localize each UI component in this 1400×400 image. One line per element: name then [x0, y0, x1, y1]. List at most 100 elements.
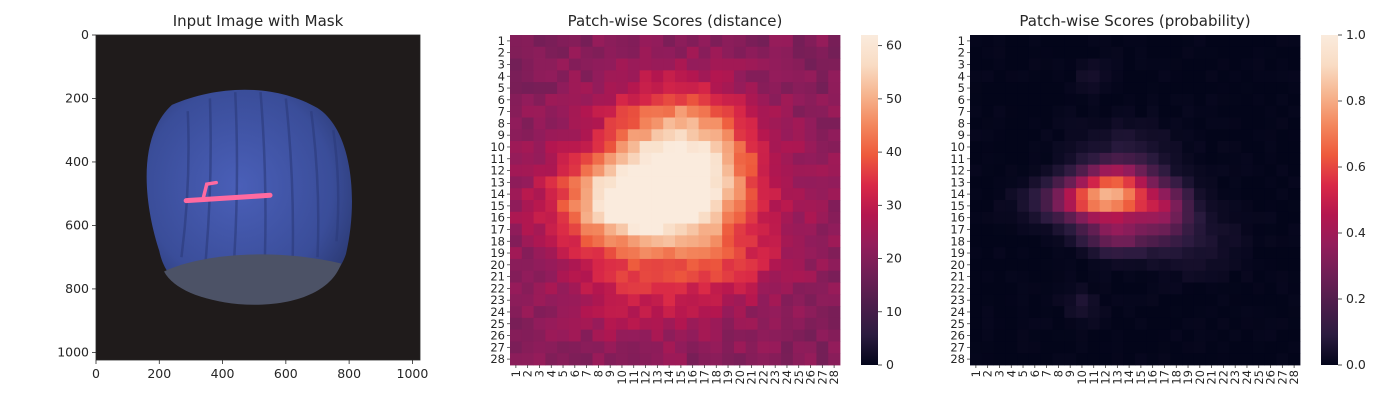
heatmap-cell — [1229, 129, 1242, 142]
y-tick-label: 4 — [498, 69, 505, 83]
heatmap-cell — [580, 117, 593, 130]
heatmap-cell — [675, 211, 688, 224]
heatmap-cell — [1252, 200, 1266, 213]
heatmap-cell — [710, 317, 723, 331]
x-tick-label: 28 — [827, 370, 841, 385]
heatmap-cell — [698, 235, 711, 248]
heatmap-cell — [804, 329, 817, 342]
heatmap-cell — [545, 35, 558, 48]
heatmap-cell — [1182, 176, 1195, 189]
heatmap-cell — [521, 117, 534, 130]
heatmap-cell — [1146, 46, 1159, 59]
heatmap-cell — [816, 117, 829, 130]
heatmap-cell — [970, 211, 983, 224]
heatmap-cell — [1028, 58, 1042, 71]
heatmap-cell — [1229, 70, 1242, 83]
y-tick-label: 14 — [950, 187, 965, 201]
heatmap-cell — [828, 58, 841, 71]
heatmap-cell — [757, 282, 770, 295]
heatmap-cell — [1288, 117, 1301, 130]
heatmap-cell — [1241, 152, 1254, 166]
heatmap-cell — [722, 105, 735, 118]
y-tick-label: 2 — [958, 46, 965, 60]
heatmap-cell — [533, 93, 546, 107]
heatmap-cell — [1158, 211, 1171, 224]
heatmap-cell — [663, 93, 676, 107]
heatmap-cell — [1040, 164, 1053, 177]
heatmap-cell — [639, 341, 652, 354]
heatmap-cell — [757, 105, 770, 118]
colorbar-tick-label: 20 — [886, 251, 902, 266]
heatmap-cell — [1076, 294, 1089, 307]
heatmap-cell — [1087, 258, 1101, 272]
heatmap-cell — [1205, 353, 1218, 366]
heatmap-cell — [1205, 211, 1218, 224]
heatmap-cell — [792, 329, 806, 342]
heatmap-cell — [970, 247, 983, 260]
heatmap-cell — [698, 35, 711, 48]
heatmap-cell — [1111, 341, 1124, 354]
heatmap-cell — [970, 294, 983, 307]
heatmap-cell — [781, 306, 794, 319]
y-tick-label: 19 — [950, 246, 965, 260]
heatmap-cell — [981, 70, 994, 83]
heatmap-cell — [1064, 270, 1077, 283]
heatmap-cell — [1099, 188, 1112, 201]
heatmap-cell — [1040, 35, 1053, 48]
heatmap-cell — [1276, 211, 1289, 224]
heatmap-cell — [651, 282, 664, 295]
heatmap-cell — [663, 46, 676, 59]
heatmap-cell — [627, 329, 641, 342]
heatmap-cell — [769, 164, 782, 177]
panel1-title: Input Image with Mask — [173, 12, 344, 30]
heatmap-cell — [781, 82, 794, 95]
heatmap-cell — [1017, 247, 1030, 260]
heatmap-cell — [1241, 353, 1254, 366]
x-tick-label: 28 — [1287, 370, 1301, 385]
heatmap-cell — [686, 82, 699, 95]
y-tick-label: 1 — [958, 34, 965, 48]
heatmap-cell — [745, 152, 758, 166]
heatmap-cell — [592, 200, 605, 213]
heatmap-cell — [521, 258, 534, 272]
heatmap-cell — [1193, 211, 1207, 224]
heatmap-cell — [533, 152, 546, 166]
colorbar-tick-label: 40 — [886, 144, 902, 159]
heatmap-cell — [1252, 294, 1266, 307]
heatmap-cell — [675, 282, 688, 295]
heatmap-cell — [1005, 35, 1018, 48]
heatmap-cell — [686, 164, 699, 177]
heatmap-cell — [533, 35, 546, 48]
heatmap-cell — [521, 70, 534, 83]
heatmap-cell — [745, 317, 758, 331]
heatmap-cell — [521, 141, 534, 154]
heatmap-cell — [828, 317, 841, 331]
heatmap-cell — [1111, 258, 1124, 272]
probability-colorbar: 0.00.20.40.60.81.0 — [1321, 27, 1366, 372]
heatmap-cell — [981, 258, 994, 272]
heatmap-cell — [1229, 294, 1242, 307]
heatmap-cell — [592, 188, 605, 201]
heatmap-cell — [1052, 317, 1065, 331]
heatmap-cell — [1182, 211, 1195, 224]
heatmap-cell — [981, 93, 994, 107]
heatmap-cell — [604, 129, 617, 142]
heatmap-cell — [627, 141, 641, 154]
heatmap-cell — [733, 353, 747, 366]
colorbar-gradient — [861, 35, 878, 365]
heatmap-cell — [710, 353, 723, 366]
heatmap-cell — [757, 129, 770, 142]
heatmap-cell — [781, 258, 794, 272]
heatmap-cell — [1135, 82, 1148, 95]
heatmap-cell — [675, 129, 688, 142]
heatmap-cell — [722, 35, 735, 48]
heatmap-cell — [533, 306, 546, 319]
heatmap-cell — [757, 152, 770, 166]
heatmap-cell — [1170, 152, 1183, 166]
heatmap-cell — [745, 247, 758, 260]
heatmap-cell — [1064, 117, 1077, 130]
heatmap-cell — [580, 341, 593, 354]
heatmap-cell — [1205, 117, 1218, 130]
heatmap-cell — [663, 129, 676, 142]
heatmap-cell — [1052, 235, 1065, 248]
